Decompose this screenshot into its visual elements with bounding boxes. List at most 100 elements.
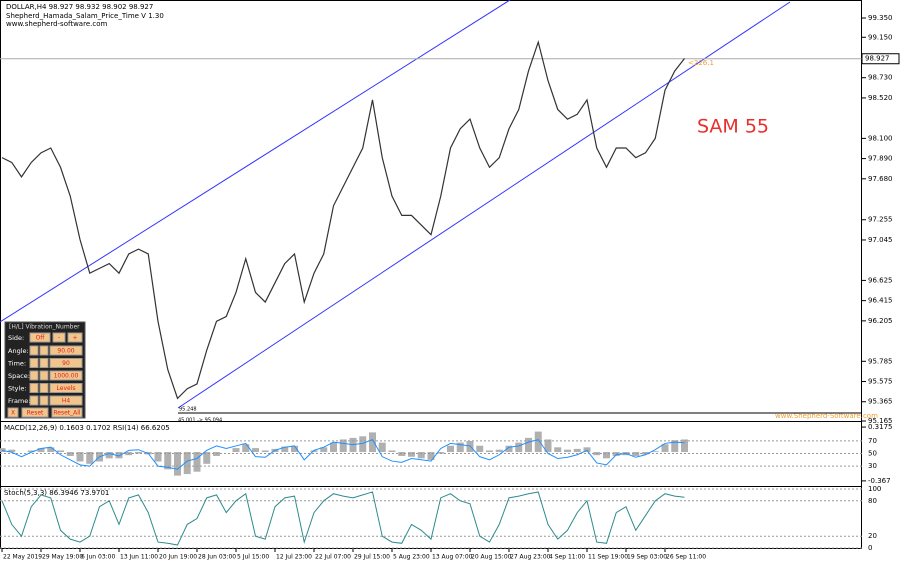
y-tick-label: 0 (868, 544, 872, 552)
y-tick-label: 20 (868, 532, 877, 540)
panel-button[interactable] (51, 407, 83, 418)
x-tick-label: 11 Sep 19:00 (588, 554, 628, 561)
macd-bar (456, 442, 464, 453)
macd-bar (66, 452, 74, 456)
x-tick-label: 26 Sep 11:00 (666, 554, 706, 561)
y-tick-label: 95.785 (868, 357, 893, 365)
macd-bar (320, 447, 328, 453)
macd-bar (105, 452, 113, 459)
price-line (1, 39, 685, 400)
up-button[interactable] (39, 395, 49, 406)
macd-bar (661, 444, 669, 453)
current-price-label: 98.927 (865, 55, 890, 63)
down-button[interactable] (29, 345, 39, 356)
channel-lower (177, 1, 791, 409)
macd-bar (651, 451, 659, 453)
website: www.shepherd-software.com (6, 20, 107, 28)
macd-bar (408, 452, 415, 457)
y-tick-label: 99.150 (868, 33, 893, 41)
macd-bar (281, 446, 289, 453)
value-box-label[interactable]: Levels (57, 385, 76, 392)
macd-bar (388, 450, 396, 453)
row-label: Time: (7, 360, 26, 368)
low-level-label: 95.248 (179, 407, 197, 413)
macd-bar (291, 445, 298, 453)
x-tick-label: 13 Aug 07:00 (432, 554, 473, 561)
value-box-label[interactable]: H4 (62, 398, 71, 405)
y-tick-label: 97.255 (868, 216, 893, 224)
row-label: Space: (8, 372, 30, 380)
macd-bar (310, 450, 318, 453)
minus-button[interactable] (52, 332, 66, 343)
minus-button-label[interactable]: - (58, 335, 60, 342)
down-button[interactable] (29, 395, 39, 406)
panel-button-label[interactable]: X (11, 410, 15, 417)
x-tick-label: 20 Jun 19:00 (159, 554, 197, 561)
value-box[interactable] (49, 383, 83, 393)
y-tick-label: 96.415 (868, 297, 893, 305)
x-tick-label: 12 Jul 23:00 (276, 554, 312, 561)
x-tick-label: 28 Jun 03:00 (198, 554, 236, 561)
y-tick-label: -0.367 (868, 477, 891, 485)
x-tick-label: 19 Sep 03:00 (627, 554, 667, 561)
macd-bar (330, 442, 337, 453)
panel-button-label[interactable]: Reset_All (53, 410, 81, 417)
value-box[interactable] (49, 345, 83, 356)
down-button[interactable] (29, 370, 39, 381)
down-button[interactable] (29, 383, 39, 393)
macd-bar (603, 452, 610, 459)
up-button[interactable] (39, 370, 49, 381)
plus-button-label[interactable]: + (72, 335, 77, 342)
up-button[interactable] (39, 383, 49, 393)
macd-bar (486, 450, 493, 453)
panel-button[interactable] (7, 407, 19, 418)
low-note: 45.001 -> 95.094 (178, 418, 222, 424)
row-label: Frame: (8, 397, 30, 405)
value-box[interactable] (49, 370, 83, 381)
macd-bar (37, 448, 45, 453)
side-button[interactable] (29, 332, 51, 343)
macd-bar (632, 452, 640, 456)
y-tick-label: 95.365 (868, 398, 893, 406)
macd-bar (242, 444, 250, 453)
y-tick-label: 96.625 (868, 276, 893, 284)
value-box[interactable] (49, 358, 83, 368)
up-button[interactable] (39, 358, 49, 368)
macd-bar (183, 452, 191, 475)
down-button[interactable] (29, 358, 39, 368)
macd-bar (154, 452, 162, 462)
row-label: Style: (8, 385, 27, 393)
value-box-label[interactable]: 1000.00 (54, 373, 79, 380)
y-tick-label: 0.3175 (868, 423, 893, 431)
macd-bar (437, 452, 445, 454)
y-tick-label: 95.575 (868, 378, 893, 386)
y-tick-label: 98.520 (868, 94, 893, 102)
watermark: www.Shepherd-Software.com (775, 412, 878, 420)
value-box[interactable] (49, 395, 83, 406)
macd-bar (27, 450, 35, 453)
macd-bar (573, 448, 581, 453)
panel-button[interactable] (21, 407, 49, 418)
value-box-label[interactable]: 90 (62, 360, 70, 367)
y-tick-label: 50 (868, 450, 877, 458)
macd-bar (115, 452, 123, 459)
macd-bar (252, 448, 259, 453)
macd-bar (427, 452, 435, 460)
macd-bar (583, 447, 591, 453)
up-button[interactable] (39, 345, 49, 356)
y-tick-label: 30 (868, 462, 877, 470)
y-tick-label: 97.890 (868, 155, 893, 163)
row-label: Angle: (8, 347, 29, 355)
side-button-label[interactable]: Off (36, 335, 46, 342)
arrow-note: <226.1 (688, 59, 714, 67)
macd-bar (505, 445, 513, 453)
value-box-label[interactable]: 90.00 (57, 348, 74, 355)
panel-button-label[interactable]: Reset (27, 410, 44, 417)
channel-upper (0, 0, 511, 323)
rsi-line (1, 439, 685, 470)
plus-button[interactable] (67, 332, 83, 343)
macd-bar (447, 445, 454, 453)
x-tick-label: 29 May 19:00 (42, 554, 83, 561)
macd-bar (417, 452, 425, 459)
x-tick-label: 5 Aug 23:00 (393, 554, 430, 561)
